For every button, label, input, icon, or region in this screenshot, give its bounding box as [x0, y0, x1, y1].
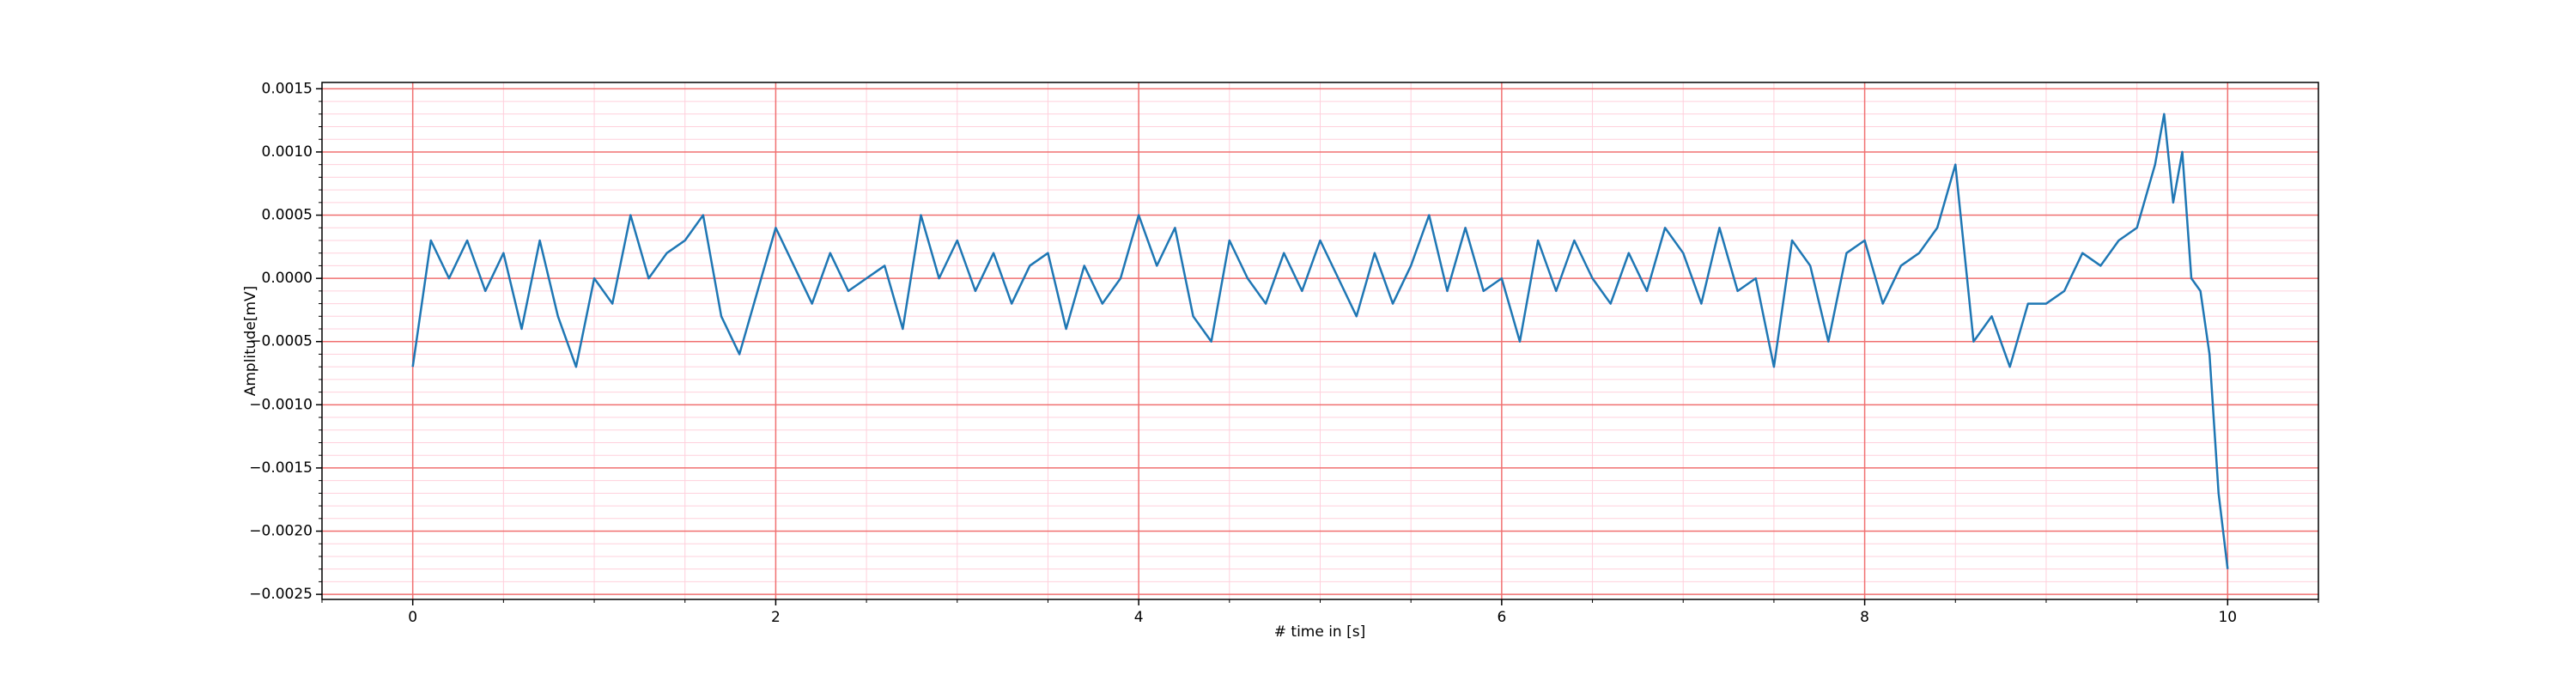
y-tick-label: 0.0005: [262, 207, 313, 224]
y-tick-label: −0.0005: [249, 333, 313, 350]
axes-frame: [321, 82, 2319, 600]
y-tick-label: 0.0010: [262, 143, 313, 161]
x-axis-label: # time in [s]: [1274, 623, 1365, 641]
y-axis-label: Amplitude[mV]: [242, 286, 259, 397]
y-tick-label: −0.0020: [249, 523, 313, 540]
x-tick-label: 0: [408, 609, 417, 626]
y-tick-label: −0.0010: [249, 396, 313, 413]
y-tick-label: −0.0015: [249, 459, 313, 477]
x-tick-label: 2: [771, 609, 781, 626]
x-tick-label: 6: [1497, 609, 1506, 626]
y-tick-label: 0.0000: [262, 270, 313, 287]
x-tick-label: 10: [2218, 609, 2237, 626]
x-tick-label: 4: [1134, 609, 1144, 626]
signal-line: [411, 112, 2229, 569]
x-tick-label: 8: [1860, 609, 1869, 626]
y-tick-label: 0.0015: [262, 80, 313, 97]
y-tick-label: −0.0025: [249, 586, 313, 603]
